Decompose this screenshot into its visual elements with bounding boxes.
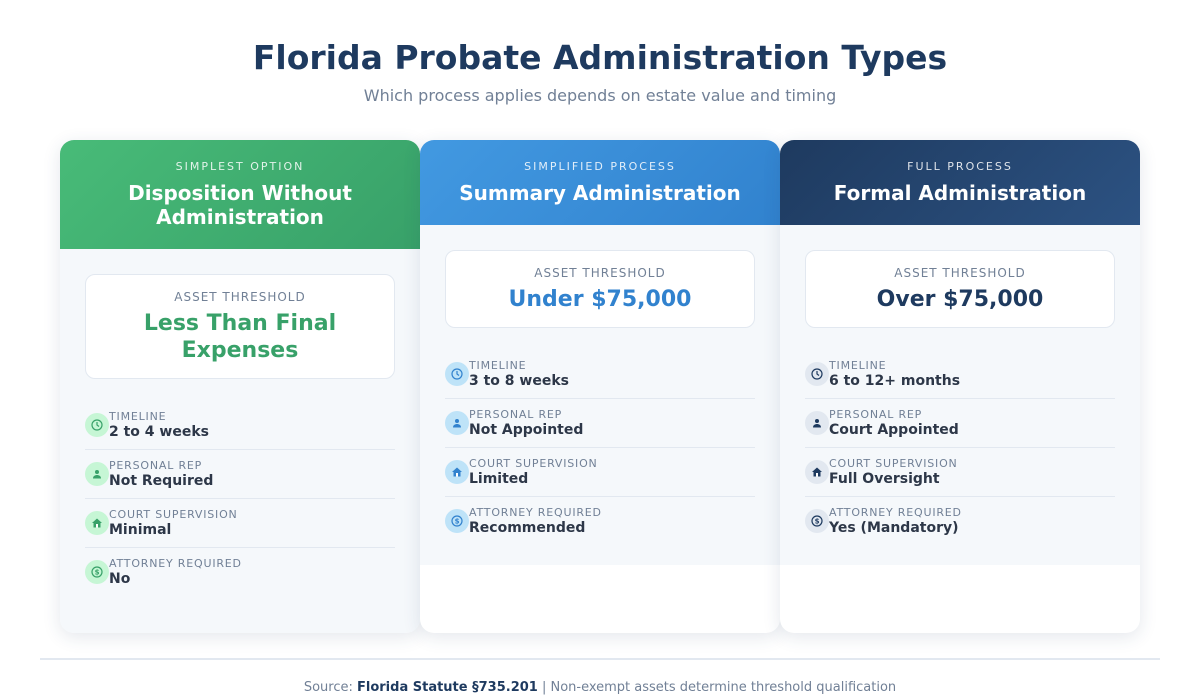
list-item: TIMELINE 3 to 8 weeks bbox=[445, 350, 755, 399]
row-label: COURT SUPERVISION bbox=[109, 508, 238, 521]
divider bbox=[40, 658, 1160, 660]
list-item: $ ATTORNEY REQUIRED Yes (Mandatory) bbox=[805, 497, 1115, 545]
svg-text:$: $ bbox=[455, 518, 460, 526]
threshold-label: ASSET THRESHOLD bbox=[894, 266, 1026, 280]
list-item: $ ATTORNEY REQUIRED Recommended bbox=[445, 497, 755, 545]
list-item: TIMELINE 6 to 12+ months bbox=[805, 350, 1115, 399]
threshold-box: ASSET THRESHOLD Over $75,000 bbox=[805, 250, 1115, 328]
courthouse-icon bbox=[445, 460, 469, 484]
card-0: SIMPLEST OPTION Disposition Without Admi… bbox=[60, 140, 420, 633]
threshold-box: ASSET THRESHOLD Less Than Final Expenses bbox=[85, 274, 395, 379]
row-label: TIMELINE bbox=[469, 359, 527, 372]
threshold-label: ASSET THRESHOLD bbox=[174, 290, 306, 304]
threshold-box: ASSET THRESHOLD Under $75,000 bbox=[445, 250, 755, 328]
card-title: Disposition Without Administration bbox=[128, 181, 352, 229]
person-icon bbox=[805, 411, 829, 435]
footer-suffix: | Non-exempt assets determine threshold … bbox=[537, 680, 897, 695]
row-value: Full Oversight bbox=[829, 471, 940, 487]
person-icon bbox=[85, 462, 109, 486]
cards-container: SIMPLEST OPTION Disposition Without Admi… bbox=[60, 140, 1140, 633]
row-label: PERSONAL REP bbox=[829, 408, 923, 421]
courthouse-icon bbox=[805, 460, 829, 484]
list-item: $ ATTORNEY REQUIRED No bbox=[85, 548, 395, 596]
list-item: COURT SUPERVISION Full Oversight bbox=[805, 448, 1115, 497]
card-title: Formal Administration bbox=[833, 181, 1087, 205]
row-label: ATTORNEY REQUIRED bbox=[829, 506, 962, 519]
clock-icon bbox=[85, 413, 109, 437]
footer-prefix: Source: bbox=[303, 680, 357, 695]
card-header: FULL PROCESS Formal Administration bbox=[780, 140, 1140, 225]
card-body: ASSET THRESHOLD Over $75,000 TIMELINE 6 … bbox=[780, 225, 1140, 565]
list-item: PERSONAL REP Not Required bbox=[85, 450, 395, 499]
row-value: No bbox=[109, 571, 131, 587]
card-body: ASSET THRESHOLD Less Than Final Expenses… bbox=[60, 249, 420, 633]
card-header: SIMPLEST OPTION Disposition Without Admi… bbox=[60, 140, 420, 249]
card-label: SIMPLIFIED PROCESS bbox=[524, 160, 676, 173]
footer: Source: Florida Statute §735.201 | Non-e… bbox=[0, 680, 1200, 695]
dollar-icon: $ bbox=[805, 509, 829, 533]
page-title: Florida Probate Administration Types bbox=[252, 38, 948, 77]
card-label: FULL PROCESS bbox=[907, 160, 1013, 173]
threshold-value: Less Than Final Expenses bbox=[143, 311, 337, 363]
card-header: SIMPLIFIED PROCESS Summary Administratio… bbox=[420, 140, 780, 225]
footer-source: Florida Statute §735.201 bbox=[357, 680, 538, 695]
list-item: COURT SUPERVISION Minimal bbox=[85, 499, 395, 548]
row-label: PERSONAL REP bbox=[109, 459, 203, 472]
card-body: ASSET THRESHOLD Under $75,000 TIMELINE 3… bbox=[420, 225, 780, 565]
row-value: 6 to 12+ months bbox=[829, 373, 961, 389]
row-value: Recommended bbox=[469, 520, 586, 536]
detail-list: TIMELINE 3 to 8 weeks PERSONAL REP Not A… bbox=[445, 350, 755, 545]
row-label: COURT SUPERVISION bbox=[469, 457, 598, 470]
row-label: TIMELINE bbox=[109, 410, 167, 423]
card-title: Summary Administration bbox=[459, 181, 741, 205]
row-value: Not Required bbox=[109, 473, 214, 489]
row-value: Not Appointed bbox=[469, 422, 584, 438]
courthouse-icon bbox=[85, 511, 109, 535]
row-label: COURT SUPERVISION bbox=[829, 457, 958, 470]
dollar-icon: $ bbox=[85, 560, 109, 584]
svg-text:$: $ bbox=[95, 569, 100, 577]
person-icon bbox=[445, 411, 469, 435]
card-2: FULL PROCESS Formal Administration ASSET… bbox=[780, 140, 1140, 633]
card-1: SIMPLIFIED PROCESS Summary Administratio… bbox=[420, 140, 780, 633]
row-value: 2 to 4 weeks bbox=[109, 424, 209, 440]
threshold-value: Over $75,000 bbox=[876, 287, 1044, 312]
list-item: PERSONAL REP Court Appointed bbox=[805, 399, 1115, 448]
detail-list: TIMELINE 6 to 12+ months PERSONAL REP Co… bbox=[805, 350, 1115, 545]
list-item: PERSONAL REP Not Appointed bbox=[445, 399, 755, 448]
row-label: TIMELINE bbox=[829, 359, 887, 372]
row-value: Yes (Mandatory) bbox=[829, 520, 959, 536]
row-label: ATTORNEY REQUIRED bbox=[469, 506, 602, 519]
detail-list: TIMELINE 2 to 4 weeks PERSONAL REP Not R… bbox=[85, 401, 395, 596]
row-label: ATTORNEY REQUIRED bbox=[109, 557, 242, 570]
row-value: Limited bbox=[469, 471, 529, 487]
dollar-icon: $ bbox=[445, 509, 469, 533]
row-value: Court Appointed bbox=[829, 422, 959, 438]
page-subtitle: Which process applies depends on estate … bbox=[363, 86, 837, 105]
card-label: SIMPLEST OPTION bbox=[175, 160, 305, 173]
row-value: Minimal bbox=[109, 522, 172, 538]
list-item: COURT SUPERVISION Limited bbox=[445, 448, 755, 497]
clock-icon bbox=[805, 362, 829, 386]
row-label: PERSONAL REP bbox=[469, 408, 563, 421]
list-item: TIMELINE 2 to 4 weeks bbox=[85, 401, 395, 450]
threshold-value: Under $75,000 bbox=[508, 287, 692, 312]
svg-text:$: $ bbox=[815, 518, 820, 526]
clock-icon bbox=[445, 362, 469, 386]
threshold-label: ASSET THRESHOLD bbox=[534, 266, 666, 280]
row-value: 3 to 8 weeks bbox=[469, 373, 569, 389]
